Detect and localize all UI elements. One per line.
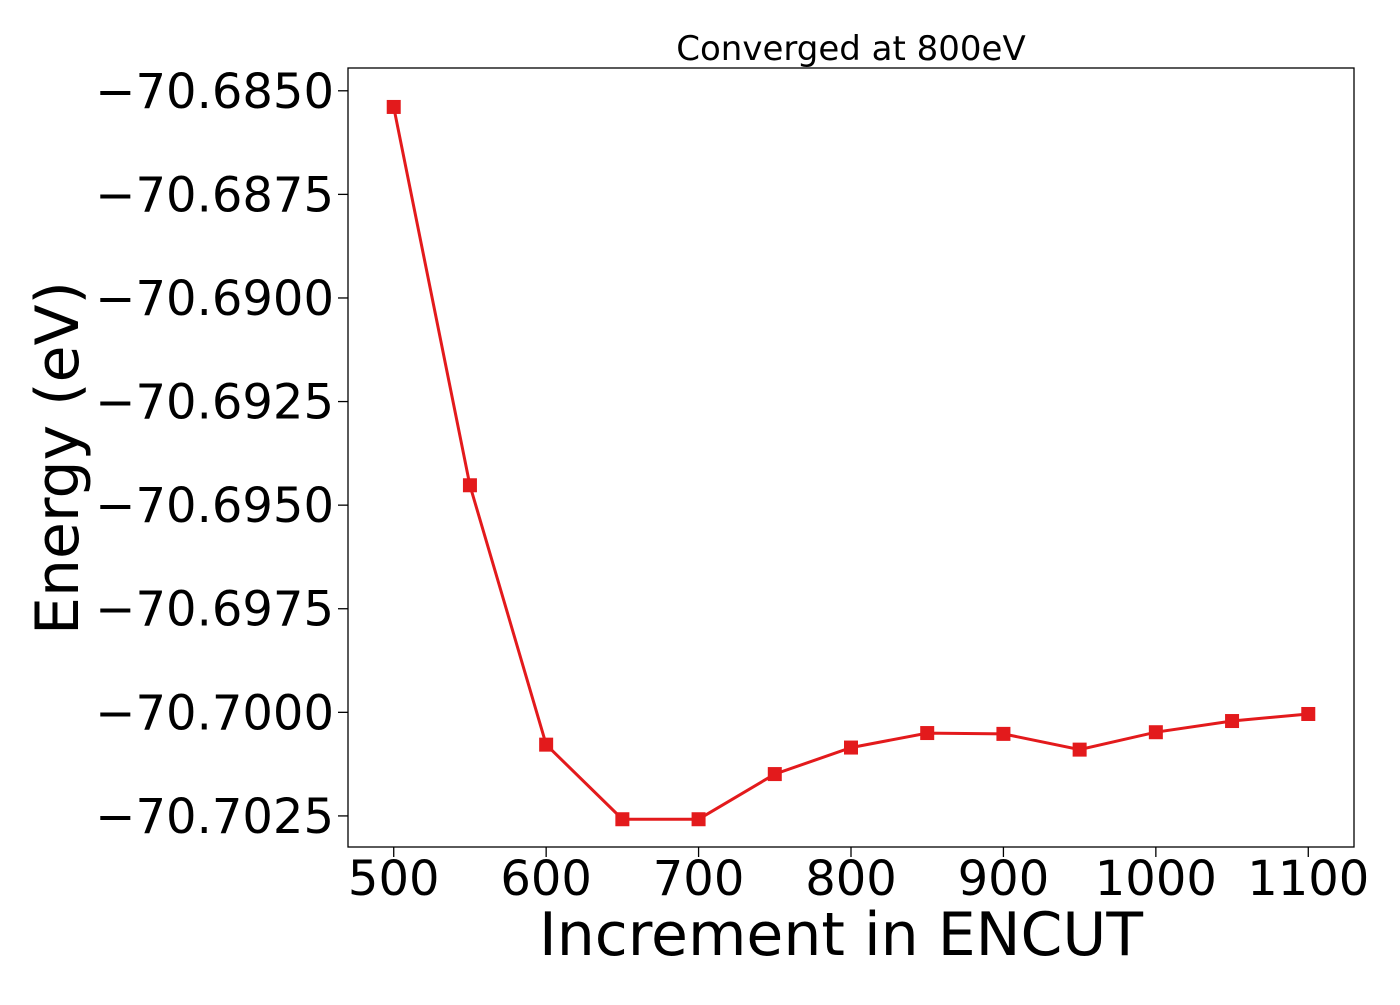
series-layer bbox=[386, 99, 1316, 827]
data-point bbox=[1072, 742, 1087, 757]
x-tick-label: 900 bbox=[958, 851, 1050, 907]
x-tick-label: 800 bbox=[805, 851, 897, 907]
x-tick-label: 700 bbox=[653, 851, 745, 907]
data-point bbox=[767, 767, 782, 782]
data-point bbox=[386, 99, 401, 114]
x-axis-label: Increment in ENCUT bbox=[539, 900, 1143, 970]
data-point bbox=[844, 740, 858, 755]
x-tick-label: 600 bbox=[500, 851, 592, 907]
data-point bbox=[1148, 725, 1163, 740]
x-tick-label: 1000 bbox=[1095, 851, 1217, 907]
data-point bbox=[1225, 714, 1240, 729]
data-point bbox=[539, 737, 554, 752]
chart-title: Converged at 800eV bbox=[676, 29, 1025, 69]
y-tick-label: −70.7025 bbox=[95, 789, 334, 845]
x-tick-label: 500 bbox=[348, 851, 440, 907]
data-point bbox=[920, 726, 935, 741]
y-tick-label: −70.6950 bbox=[95, 478, 334, 534]
y-tick-label: −70.6925 bbox=[95, 375, 334, 431]
x-tick-label: 1100 bbox=[1247, 851, 1369, 907]
data-point bbox=[462, 478, 477, 493]
x-axis: 500 600 700 800 900 1000 1100 bbox=[348, 847, 1369, 907]
y-axis: −70.6850 −70.6875 −70.6900 −70.6925 −70.6950… bbox=[95, 64, 348, 845]
y-axis-label: Energy (eV) bbox=[23, 281, 93, 635]
y-tick-label: −70.6850 bbox=[95, 64, 334, 120]
y-tick-label: −70.6975 bbox=[95, 582, 334, 638]
data-point bbox=[1301, 706, 1316, 721]
data-point bbox=[691, 812, 706, 827]
plot-frame bbox=[347, 67, 1355, 848]
data-point bbox=[996, 726, 1011, 741]
y-tick-label: −70.7000 bbox=[95, 685, 334, 741]
data-point bbox=[615, 812, 630, 827]
y-tick-label: −70.6900 bbox=[95, 271, 334, 327]
series-line bbox=[392, 106, 1309, 821]
y-tick-label: −70.6875 bbox=[95, 167, 334, 223]
